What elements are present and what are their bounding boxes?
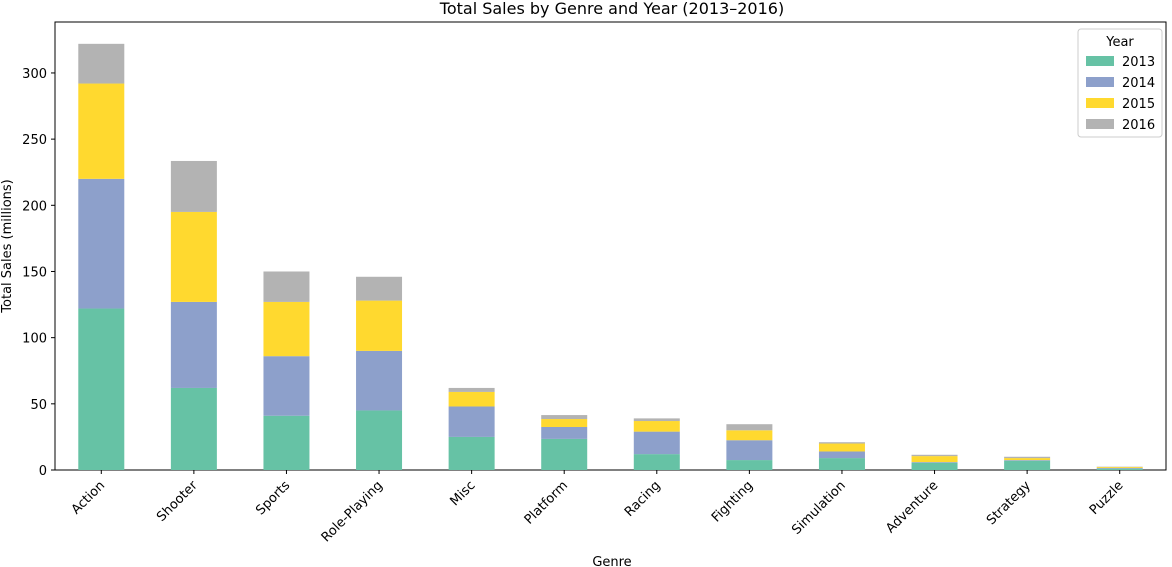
x-tick-label: Sports <box>253 478 293 518</box>
bar-segment <box>356 276 403 301</box>
bar-segment <box>818 458 865 470</box>
x-tick-label: Puzzle <box>1087 478 1127 518</box>
legend-label: 2016 <box>1122 118 1155 133</box>
x-tick-label: Simulation <box>789 478 849 538</box>
legend-swatch <box>1086 98 1114 108</box>
bar-segment <box>78 83 125 179</box>
x-tick-label: Racing <box>622 478 664 520</box>
bar-segment <box>911 462 958 470</box>
bar-segment <box>78 308 125 470</box>
bar-segment <box>541 415 588 420</box>
bar-segment <box>263 415 310 470</box>
bar-segment <box>818 443 865 452</box>
y-tick-label: 150 <box>22 265 47 280</box>
legend-swatch <box>1086 119 1114 129</box>
bar-segment <box>448 391 495 407</box>
bar-segment <box>1004 458 1051 461</box>
bar-segment <box>633 431 680 455</box>
bar-segment <box>356 410 403 470</box>
legend-title: Year <box>1105 35 1134 50</box>
bar-segment <box>911 456 958 463</box>
bar-segment <box>170 160 217 212</box>
y-tick-label: 250 <box>22 133 47 148</box>
bar-segment <box>541 419 588 427</box>
x-tick-label: Action <box>69 478 108 517</box>
bar-segment <box>78 178 125 309</box>
bar-segment <box>726 430 773 441</box>
legend-swatch <box>1086 56 1114 66</box>
bar-segment <box>448 436 495 470</box>
bar-segment <box>633 421 680 432</box>
chart-title: Total Sales by Genre and Year (2013–2016… <box>439 0 784 18</box>
bar-segment <box>1096 468 1143 470</box>
bar-segment <box>911 454 958 457</box>
legend-swatch <box>1086 77 1114 87</box>
bar-segment <box>726 440 773 461</box>
bar-segment <box>911 462 958 463</box>
bar-segment <box>1096 468 1143 469</box>
bar-segment <box>633 418 680 422</box>
bar-segment <box>1004 460 1051 470</box>
bar-segment <box>1004 460 1051 461</box>
legend-label: 2013 <box>1122 55 1155 70</box>
y-tick-label: 50 <box>30 398 47 413</box>
y-tick-label: 200 <box>22 199 47 214</box>
y-tick-label: 300 <box>22 67 47 82</box>
y-tick-label: 0 <box>39 464 47 479</box>
y-axis-label: Total Sales (millions) <box>0 179 15 313</box>
x-tick-label: Platform <box>522 478 571 527</box>
bar-segment <box>541 438 588 470</box>
bar-segment <box>541 426 588 439</box>
x-tick-label: Strategy <box>984 478 1034 528</box>
bar-segment <box>263 301 310 357</box>
bar-segment <box>818 442 865 444</box>
legend-label: 2014 <box>1122 76 1155 91</box>
bar-segment <box>1096 467 1143 469</box>
bar-segment <box>170 301 217 388</box>
y-tick-label: 100 <box>22 332 47 347</box>
bar-segment <box>448 406 495 437</box>
bar-segment <box>818 451 865 459</box>
bar-segment <box>170 211 217 302</box>
bar-segment <box>263 271 310 302</box>
bar-segment <box>726 424 773 431</box>
x-tick-label: Shooter <box>154 478 201 525</box>
bar-segment <box>356 300 403 351</box>
legend-label: 2015 <box>1122 97 1155 112</box>
bar-segment <box>170 387 217 470</box>
bar-segment <box>448 387 495 392</box>
x-tick-label: Adventure <box>883 478 941 536</box>
bar-segment <box>633 454 680 470</box>
x-axis-label: Genre <box>592 555 631 567</box>
bar-segment <box>726 460 773 470</box>
bar-segment <box>1004 456 1051 459</box>
bar-segment <box>356 350 403 411</box>
bar-segment <box>263 356 310 416</box>
x-tick-label: Misc <box>448 478 479 509</box>
x-tick-label: Fighting <box>709 478 756 525</box>
bar-segment <box>78 43 125 84</box>
x-tick-label: Role-Playing <box>319 478 386 545</box>
plot-frame <box>54 21 1167 471</box>
